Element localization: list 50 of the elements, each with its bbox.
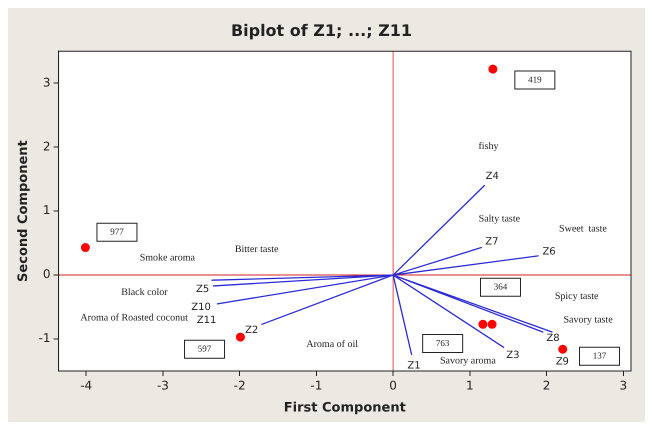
x-axis-title: First Component (284, 400, 406, 416)
x-tick-label: 2 (542, 378, 550, 392)
annotation: Z11 (196, 314, 216, 326)
y-tick-label: 2 (42, 139, 51, 154)
x-tick-label: 0 (389, 378, 397, 392)
y-axis-title: Second Component (16, 140, 32, 282)
annotation: 977 (110, 226, 124, 237)
annotation: 364 (494, 282, 508, 292)
x-tick-label: -2 (234, 378, 246, 392)
annotation: 597 (198, 344, 212, 354)
annotation: Z1 (407, 360, 421, 372)
annotation: Savory aroma (440, 355, 496, 366)
annotation: 763 (436, 338, 450, 348)
annotation: Bitter taste (234, 244, 279, 256)
x-tick-label: 3 (620, 378, 628, 392)
annotation: 137 (592, 350, 607, 361)
y-tick-label: 3 (42, 75, 51, 90)
annotation: Z9 (556, 356, 569, 368)
x-tick-label: -1 (310, 378, 322, 392)
chart-title: Biplot of Z1; ...; Z11 (230, 20, 412, 40)
annotation: 419 (528, 74, 542, 84)
annotation: Z10 (191, 302, 211, 314)
annotation: Sweet taste (559, 224, 608, 235)
annotation: Salty taste (478, 213, 521, 224)
annotation: Z6 (542, 246, 556, 258)
annotation: Z5 (196, 284, 210, 296)
point (236, 332, 245, 342)
annotation: Aroma of Roasted coconut (80, 312, 188, 324)
y-tick-label: 0 (42, 267, 51, 282)
annotation: Z4 (486, 170, 499, 182)
annotation: Black color (121, 286, 168, 298)
annotation: Spicy taste (554, 290, 599, 302)
annotation: Aroma of oil (306, 338, 358, 350)
x-tick-label: 1 (466, 378, 474, 392)
annotation: Z7 (485, 236, 498, 248)
annotation: Savory taste (563, 314, 614, 326)
y-tick-label: 1 (42, 203, 51, 218)
point (80, 243, 90, 252)
x-tick-label: -3 (156, 378, 169, 392)
point (558, 344, 568, 354)
point (488, 64, 498, 74)
annotation: fishy (478, 141, 498, 152)
annotation: Z2 (245, 325, 258, 336)
annotation: Smoke aroma (140, 252, 196, 264)
point (488, 320, 497, 329)
y-tick-label: -1 (38, 331, 51, 346)
annotation: Z3 (506, 350, 520, 361)
annotation: Z8 (546, 332, 560, 344)
point (478, 320, 488, 329)
x-tick-label: -4 (80, 378, 92, 392)
